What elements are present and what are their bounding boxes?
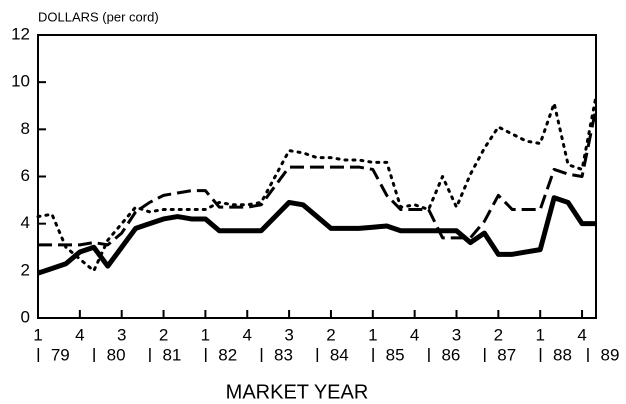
year-label: 83 — [274, 345, 293, 364]
year-label: 85 — [386, 345, 405, 364]
year-label: 87 — [497, 345, 516, 364]
y-tick-label: 10 — [11, 72, 30, 91]
x-tick-label: 1 — [33, 325, 42, 344]
year-label: 80 — [107, 345, 126, 364]
x-tick-label: 3 — [452, 325, 461, 344]
year-label: 82 — [218, 345, 237, 364]
x-tick-label: 3 — [284, 325, 293, 344]
x-tick-label: 1 — [535, 325, 544, 344]
y-tick-label: 12 — [11, 24, 30, 43]
y-axis-title: DOLLARS (per cord) — [38, 9, 159, 24]
x-tick-label: 1 — [201, 325, 210, 344]
year-label: 79 — [51, 345, 70, 364]
x-tick-label: 3 — [117, 325, 126, 344]
year-label: 86 — [441, 345, 460, 364]
series-line — [37, 195, 596, 276]
y-tick-label: 6 — [21, 166, 30, 185]
x-tick-label: 2 — [494, 325, 503, 344]
y-tick-label: 0 — [21, 307, 30, 326]
y-tick-label: 4 — [21, 213, 30, 232]
x-tick-label: 1 — [368, 325, 377, 344]
series-line — [36, 94, 598, 273]
y-tick-label: 8 — [21, 119, 30, 138]
year-label: 89 — [600, 345, 619, 364]
year-label: 84 — [330, 345, 349, 364]
plot-frame — [37, 34, 597, 319]
x-tick-label: 2 — [159, 325, 168, 344]
y-tick-label: 2 — [21, 260, 30, 279]
year-label: 88 — [553, 345, 572, 364]
x-tick-label: 4 — [410, 325, 419, 344]
x-axis-title: MARKET YEAR — [226, 381, 369, 403]
x-tick-label: 4 — [243, 325, 252, 344]
x-tick-label: 4 — [75, 325, 84, 344]
x-tick-label: 2 — [326, 325, 335, 344]
year-label: 81 — [162, 345, 181, 364]
series-line — [38, 107, 598, 247]
x-tick-label: 4 — [577, 325, 586, 344]
